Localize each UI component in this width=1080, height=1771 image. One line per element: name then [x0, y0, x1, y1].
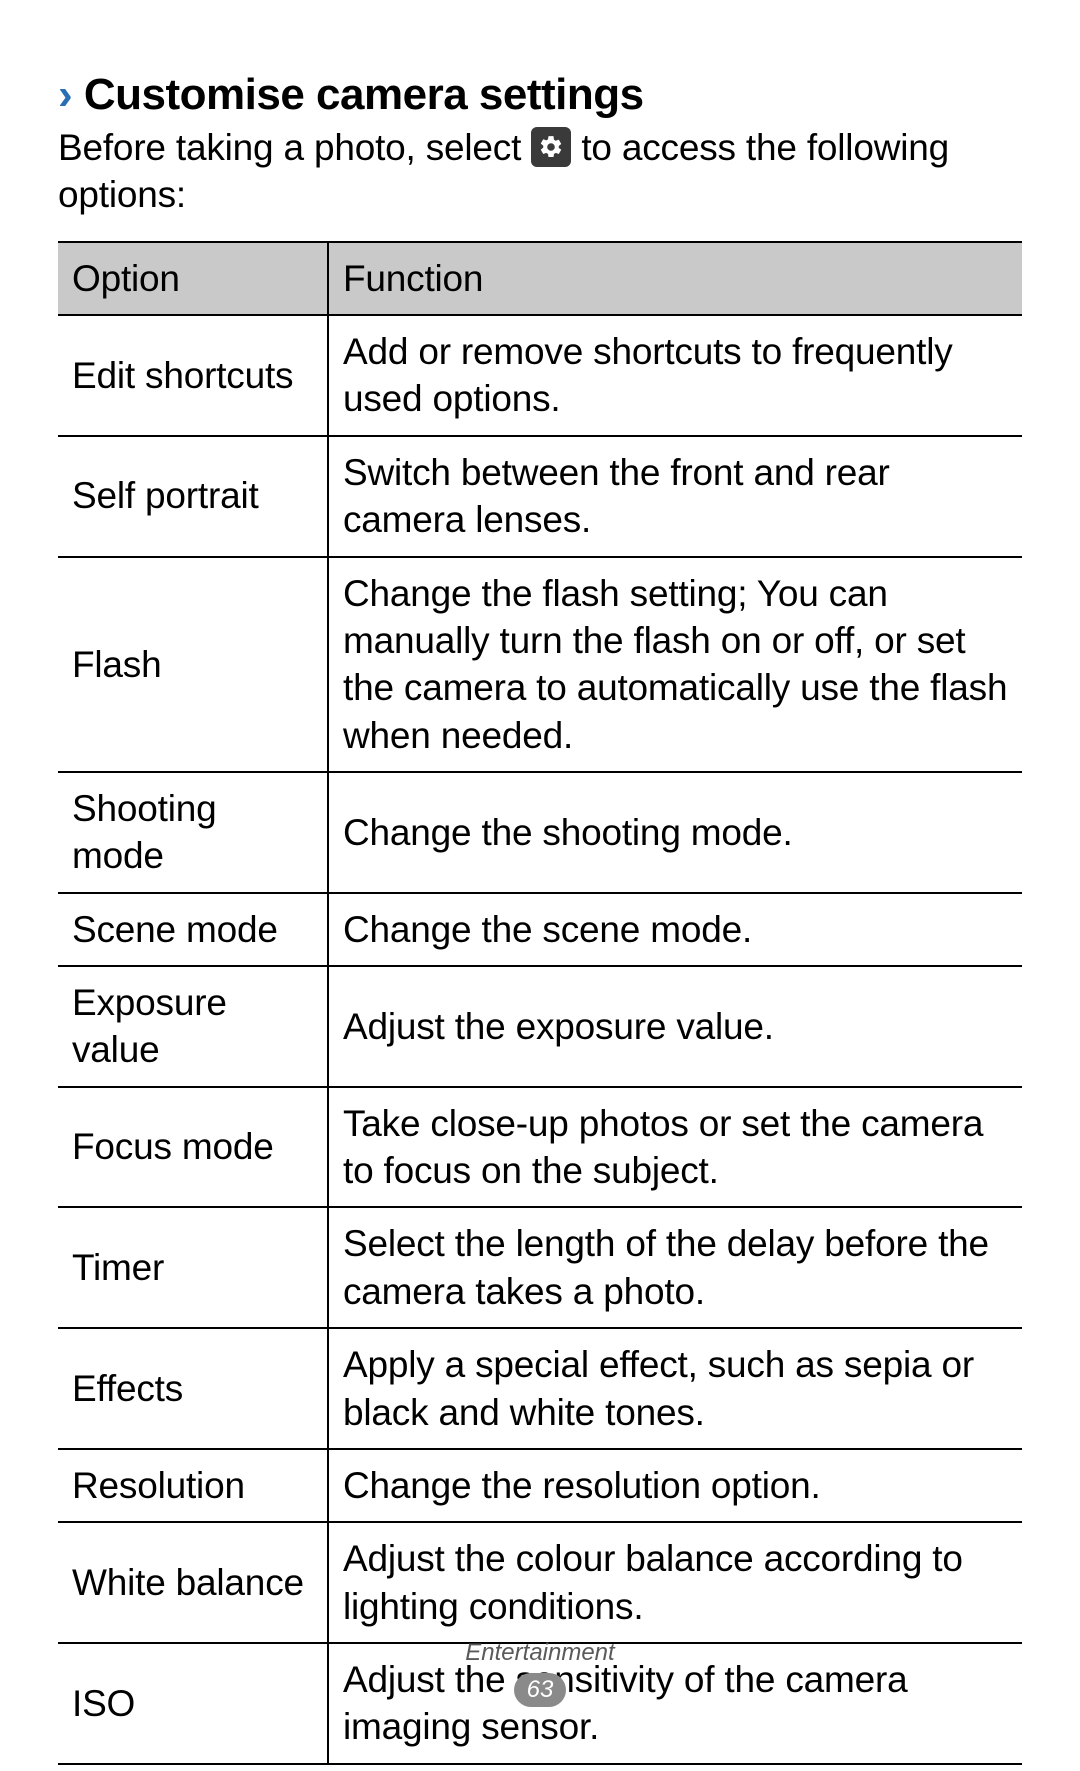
cell-function: Change the scene mode. [328, 893, 1022, 966]
cell-option: Exposure value [58, 966, 328, 1087]
chevron-icon: › [58, 70, 72, 119]
table-row: Shooting modeChange the shooting mode. [58, 772, 1022, 893]
table-row: EffectsApply a special effect, such as s… [58, 1328, 1022, 1449]
cell-option: Timer [58, 1207, 328, 1328]
cell-option: Self portrait [58, 436, 328, 557]
table-row: ResolutionChange the resolution option. [58, 1449, 1022, 1522]
cell-function: Change the shooting mode. [328, 772, 1022, 893]
heading-text: Customise camera settings [84, 70, 644, 119]
cell-function: Change the resolution option. [328, 1449, 1022, 1522]
table-row: Exposure valueAdjust the exposure value. [58, 966, 1022, 1087]
cell-option: Edit shortcuts [58, 315, 328, 436]
cell-option: Flash [58, 557, 328, 772]
table-row: Self portraitSwitch between the front an… [58, 436, 1022, 557]
table-row: FlashChange the flash setting; You can m… [58, 557, 1022, 772]
cell-function: Change the flash setting; You can manual… [328, 557, 1022, 772]
page-footer: Entertainment 63 [0, 1639, 1080, 1707]
cell-function: Adjust the exposure value. [328, 966, 1022, 1087]
cell-function: Adjust the colour balance according to l… [328, 1522, 1022, 1643]
cell-function: Add or remove shortcuts to frequently us… [328, 315, 1022, 436]
cell-option: Resolution [58, 1449, 328, 1522]
section-heading: › Customise camera settings [58, 70, 1022, 120]
page-number-badge: 63 [514, 1673, 566, 1707]
gear-icon [531, 127, 571, 167]
manual-page: › Customise camera settings Before takin… [0, 0, 1080, 1771]
cell-function: Select the length of the delay before th… [328, 1207, 1022, 1328]
col-function: Function [328, 242, 1022, 315]
cell-function: Take close-up photos or set the camera t… [328, 1087, 1022, 1208]
table-row: Edit shortcutsAdd or remove shortcuts to… [58, 315, 1022, 436]
table-header-row: Option Function [58, 242, 1022, 315]
cell-option: Shooting mode [58, 772, 328, 893]
cell-option: Focus mode [58, 1087, 328, 1208]
table-row: Focus modeTake close-up photos or set th… [58, 1087, 1022, 1208]
cell-option: White balance [58, 1522, 328, 1643]
cell-function: Apply a special effect, such as sepia or… [328, 1328, 1022, 1449]
cell-option: Effects [58, 1328, 328, 1449]
table-row: Scene modeChange the scene mode. [58, 893, 1022, 966]
intro-before: Before taking a photo, select [58, 127, 531, 168]
col-option: Option [58, 242, 328, 315]
intro-paragraph: Before taking a photo, select to access … [58, 124, 1022, 219]
cell-function: Switch between the front and rear camera… [328, 436, 1022, 557]
options-table: Option Function Edit shortcutsAdd or rem… [58, 241, 1022, 1765]
footer-section-label: Entertainment [0, 1639, 1080, 1667]
table-row: White balanceAdjust the colour balance a… [58, 1522, 1022, 1643]
options-table-body: Edit shortcutsAdd or remove shortcuts to… [58, 315, 1022, 1764]
cell-option: Scene mode [58, 893, 328, 966]
table-row: TimerSelect the length of the delay befo… [58, 1207, 1022, 1328]
